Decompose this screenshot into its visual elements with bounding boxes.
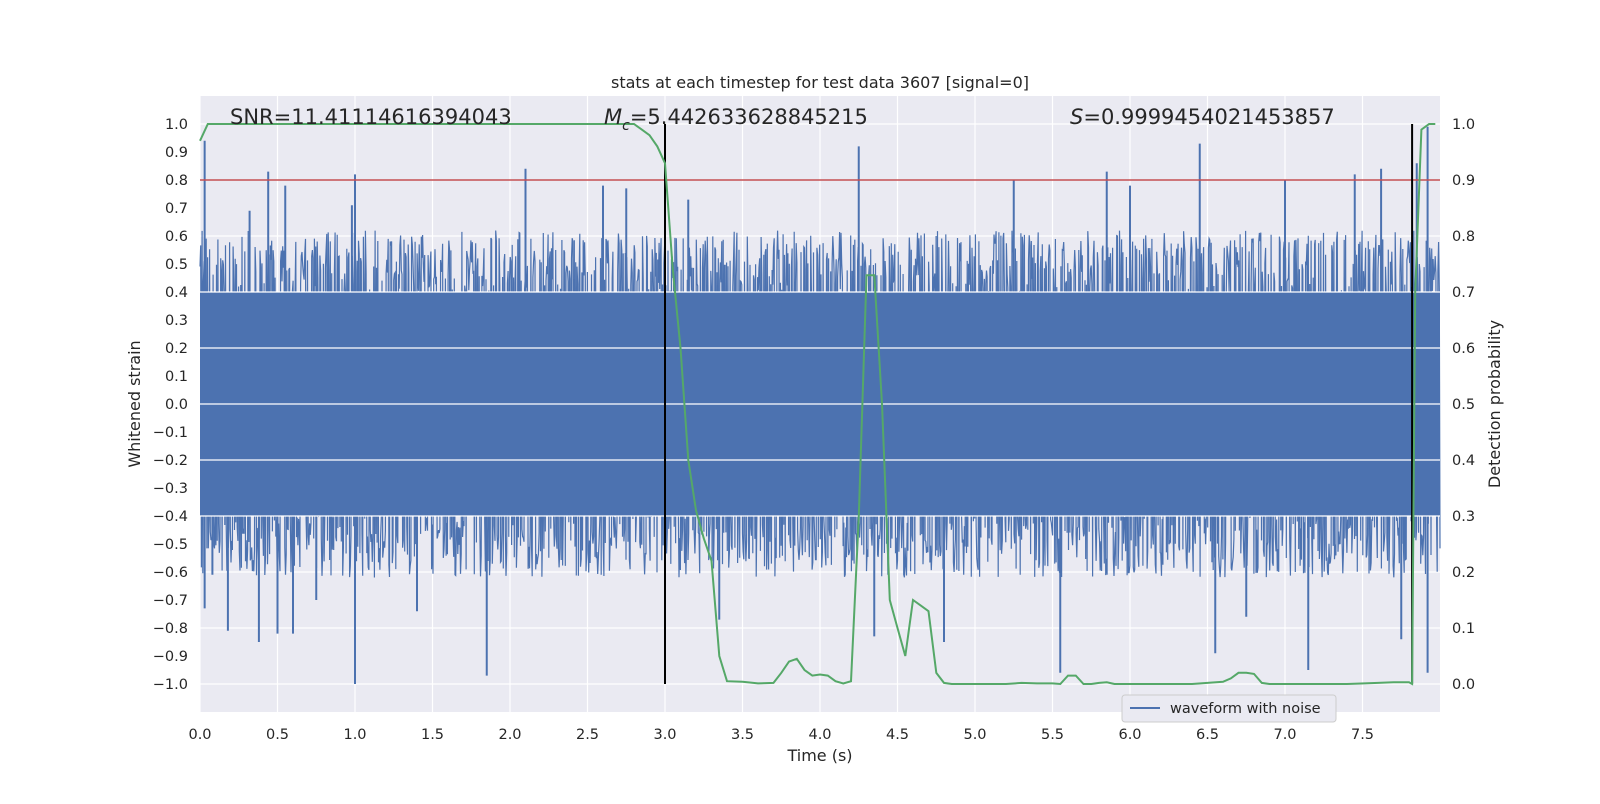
y-tick-label: −0.6: [153, 565, 188, 581]
x-tick-label: 6.0: [1118, 727, 1141, 743]
y-tick-label: 0.4: [165, 285, 188, 301]
y-right-tick-label: 0.7: [1452, 285, 1475, 301]
y-tick-label: 0.6: [165, 229, 188, 245]
y-right-tick-label: 0.5: [1452, 397, 1475, 413]
x-tick-label: 3.0: [653, 727, 676, 743]
x-tick-label: 7.0: [1273, 727, 1296, 743]
x-tick-label: 7.5: [1351, 727, 1374, 743]
x-tick-labels: 0.0 0.5 1.0 1.5 2.0 2.5 3.0 3.5 4.0 4.5 5.0 5.5 6.0 6…: [188, 727, 1374, 743]
y-right-tick-label: 0.8: [1452, 229, 1475, 245]
y-tick-labels: 1.0 0.9 0.8 0.7 0.6 0.5 0.4 0.3 0.2 0.1 0.0 −0.1 −0.…: [153, 117, 188, 693]
s-value: =0.9999454021453857: [1083, 105, 1334, 129]
x-tick-label: 5.5: [1041, 727, 1064, 743]
chirp-mass-annotation: Mc=5.442633628845215: [604, 105, 868, 134]
y-right-axis-label: Detection probability: [1485, 320, 1504, 488]
y-tick-label: 0.8: [165, 173, 188, 189]
chart-title: stats at each timestep for test data 360…: [611, 73, 1029, 92]
chirp-mass-subscript: c: [622, 118, 630, 134]
x-tick-label: 1.5: [421, 727, 444, 743]
s-symbol: S: [1070, 105, 1083, 129]
y-tick-label: 0.2: [165, 341, 188, 357]
y-tick-label: −0.4: [153, 509, 188, 525]
legend-box: [1121, 694, 1337, 723]
y-right-tick-label: 0.9: [1452, 173, 1475, 189]
x-tick-label: 4.5: [886, 727, 909, 743]
y-tick-label: 1.0: [165, 117, 188, 133]
legend: waveform with noise: [1121, 694, 1337, 723]
detection-probability-line: [199, 123, 1436, 686]
y-right-tick-labels: 1.0 0.9 0.8 0.7 0.6 0.5 0.4 0.3 0.2 0.1 0.0: [1452, 117, 1475, 693]
y-tick-label: −0.2: [153, 453, 188, 469]
x-tick-label: 4.0: [808, 727, 831, 743]
y-right-tick-label: 0.2: [1452, 565, 1475, 581]
y-axis-label: Whitened strain: [125, 340, 144, 467]
y-right-tick-label: 0.0: [1452, 677, 1475, 693]
x-tick-label: 0.5: [266, 727, 289, 743]
y-tick-label: −0.5: [153, 537, 188, 553]
chirp-mass-value: =5.442633628845215: [630, 105, 868, 129]
y-tick-label: −0.8: [153, 621, 188, 637]
y-right-tick-label: 0.1: [1452, 621, 1475, 637]
y-tick-label: −0.1: [153, 425, 188, 441]
y-tick-label: 0.1: [165, 369, 188, 385]
x-tick-label: 3.5: [731, 727, 754, 743]
probability-series: [199, 123, 1436, 686]
x-tick-label: 2.5: [576, 727, 599, 743]
y-tick-label: 0.5: [165, 257, 188, 273]
x-tick-label: 0.0: [188, 727, 211, 743]
s-annotation: S=0.9999454021453857: [1070, 105, 1335, 129]
legend-label: waveform with noise: [1170, 701, 1321, 717]
snr-annotation: SNR=11.41114616394043: [230, 105, 512, 129]
y-tick-label: 0.3: [165, 313, 188, 329]
y-tick-label: −0.7: [153, 593, 188, 609]
y-right-tick-label: 1.0: [1452, 117, 1475, 133]
y-right-tick-label: 0.6: [1452, 341, 1475, 357]
y-tick-label: −0.3: [153, 481, 188, 497]
x-tick-label: 2.0: [498, 727, 521, 743]
y-tick-label: 0.9: [165, 145, 188, 161]
y-tick-label: −1.0: [153, 677, 188, 693]
x-tick-label: 6.5: [1196, 727, 1219, 743]
y-right-tick-label: 0.3: [1452, 509, 1475, 525]
x-tick-label: 5.0: [963, 727, 986, 743]
y-tick-label: 0.0: [165, 397, 188, 413]
x-axis-label: Time (s): [786, 746, 852, 765]
y-right-tick-label: 0.4: [1452, 453, 1475, 469]
y-tick-label: −0.9: [153, 649, 188, 665]
reference-lines: [200, 124, 1440, 684]
y-tick-label: 0.7: [165, 201, 188, 217]
x-tick-label: 1.0: [343, 727, 366, 743]
chirp-mass-symbol: M: [604, 105, 622, 129]
